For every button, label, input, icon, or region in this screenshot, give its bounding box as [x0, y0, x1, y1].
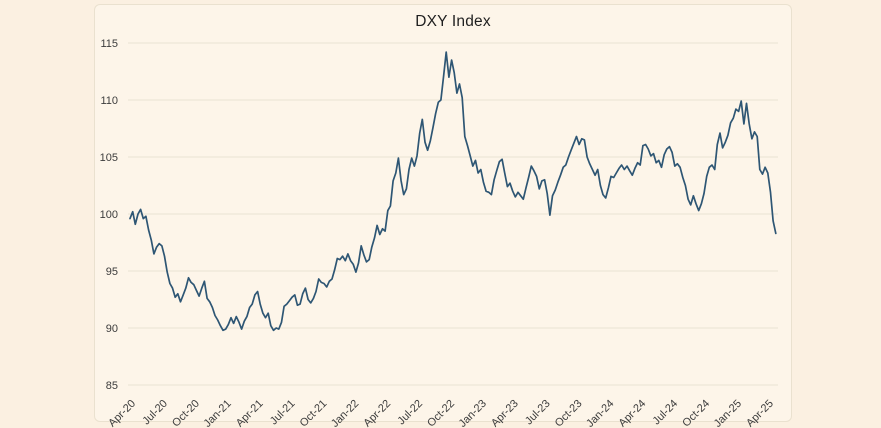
- x-axis-tick-label: Apr-24: [617, 398, 649, 428]
- x-axis-tick-label: Jan-22: [329, 398, 361, 428]
- x-axis-tick-label: Jul-22: [395, 398, 425, 428]
- x-axis-tick-label: Apr-21: [234, 398, 266, 428]
- x-axis-tick-label: Jul-23: [523, 398, 553, 428]
- x-axis-tick-label: Apr-20: [106, 398, 138, 428]
- y-axis-tick-label: 115: [100, 38, 118, 50]
- y-axis-tick-label: 85: [106, 380, 118, 392]
- x-axis-tick-label: Jul-24: [651, 398, 681, 428]
- x-axis-tick-label: Apr-23: [489, 398, 521, 428]
- x-axis-tick-label: Apr-25: [744, 398, 776, 428]
- x-axis-tick-label: Oct-20: [170, 398, 202, 428]
- x-axis-tick-label: Jan-23: [457, 398, 489, 428]
- x-axis-tick-label: Jan-25: [712, 398, 744, 428]
- x-axis-tick-label: Oct-22: [425, 398, 457, 428]
- y-axis-tick-label: 90: [106, 323, 118, 335]
- line-series-dxy: [129, 51, 777, 332]
- x-axis-tick-label: Jul-20: [140, 398, 170, 428]
- y-axis-tick-label: 95: [106, 266, 118, 278]
- y-axis-tick-label: 100: [100, 209, 118, 221]
- x-axis-tick-label: Oct-21: [298, 398, 330, 428]
- chart-title: DXY Index: [415, 13, 491, 30]
- x-axis-tick-label: Jan-24: [584, 398, 616, 428]
- x-axis-tick-label: Apr-22: [361, 398, 393, 428]
- chart-card: [94, 4, 792, 422]
- x-axis-tick-label: Oct-24: [680, 398, 712, 428]
- y-axis-tick-label: 105: [100, 152, 118, 164]
- y-axis-tick-label: 110: [100, 95, 118, 107]
- x-axis-tick-label: Jan-21: [202, 398, 234, 428]
- x-axis-tick-label: Jul-21: [268, 398, 298, 428]
- x-axis-tick-label: Oct-23: [553, 398, 585, 428]
